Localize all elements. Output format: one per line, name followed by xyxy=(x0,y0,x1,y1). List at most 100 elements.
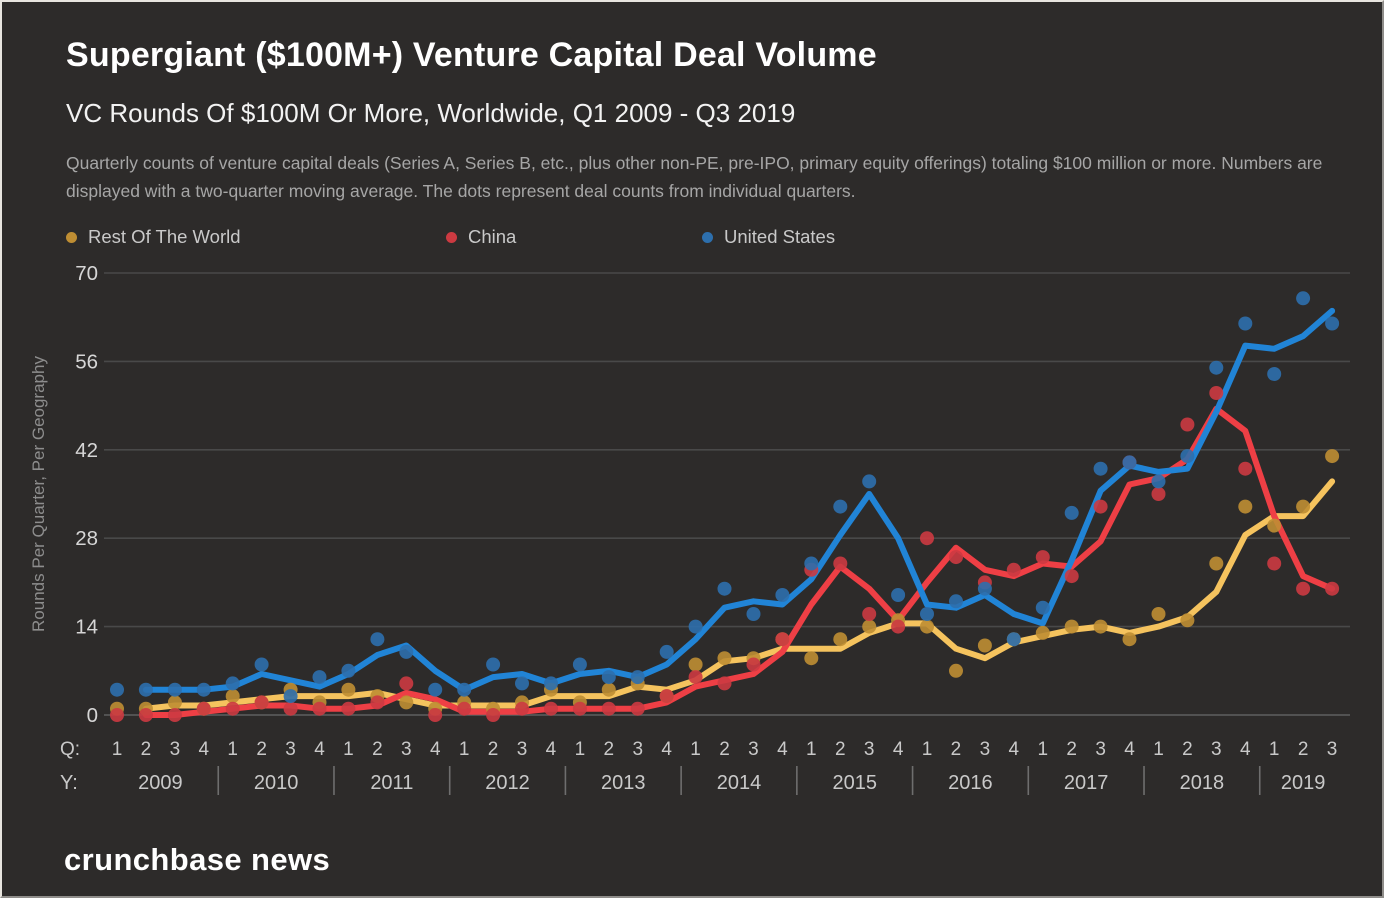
quarter-tick: 4 xyxy=(1240,739,1251,760)
chart-description: Quarterly counts of venture capital deal… xyxy=(66,153,1323,201)
series-dot-united-states xyxy=(1238,316,1253,331)
series-dot-united-states xyxy=(717,581,732,596)
series-dot-china xyxy=(544,701,558,716)
series-dot-rest-of-world xyxy=(167,695,182,710)
quarter-tick: 2 xyxy=(141,739,152,760)
quarter-tick: 1 xyxy=(806,739,817,760)
legend-label-china: China xyxy=(468,226,517,247)
series-dot-united-states xyxy=(1151,474,1166,489)
quarter-tick: 1 xyxy=(922,739,933,760)
series-dot-china xyxy=(601,701,616,716)
series-dot-united-states xyxy=(515,676,529,691)
series-dot-united-states xyxy=(891,588,906,602)
series-dot-china xyxy=(659,689,674,704)
y-tick-label: 14 xyxy=(75,616,98,639)
series-dot-united-states xyxy=(428,682,443,697)
series-dot-china xyxy=(1180,417,1195,432)
series-dot-united-states xyxy=(225,676,240,691)
quarter-tick: 2 xyxy=(1182,739,1193,760)
quarter-tick: 3 xyxy=(170,739,181,760)
series-dot-united-states xyxy=(572,657,587,672)
legend: Rest Of The World China United States xyxy=(2,226,1382,252)
series-dot-china xyxy=(312,701,327,716)
series-dot-china xyxy=(515,701,529,716)
series-dot-china xyxy=(688,670,703,685)
series-dot-china xyxy=(630,701,645,716)
series-dot-china xyxy=(1238,461,1253,476)
series-dot-rest-of-world xyxy=(1093,619,1108,634)
quarter-tick: 1 xyxy=(1037,739,1048,760)
series-dot-rest-of-world xyxy=(977,638,992,653)
series-dot-rest-of-world xyxy=(1296,499,1311,514)
series-dot-china xyxy=(1267,556,1282,571)
series-dot-united-states xyxy=(486,657,501,672)
series-dot-united-states xyxy=(399,644,414,659)
series-dot-united-states xyxy=(1296,291,1311,306)
year-label: 2010 xyxy=(254,772,299,794)
quarter-tick: 1 xyxy=(1269,739,1280,760)
series-dot-united-states xyxy=(977,581,992,596)
series-dot-rest-of-world xyxy=(1064,619,1079,634)
series-dot-china xyxy=(399,676,414,691)
quarter-tick: 1 xyxy=(575,739,586,760)
series-line-rest-of-world xyxy=(142,478,1336,712)
series-dot-china xyxy=(1209,386,1224,400)
series-dot-rest-of-world xyxy=(1209,556,1224,571)
series-dot-united-states xyxy=(1267,367,1282,381)
quarter-tick: 2 xyxy=(372,739,383,760)
series-dot-rest-of-world xyxy=(804,651,819,666)
series-dot-china xyxy=(196,701,211,716)
legend-label-rest-of-world: Rest Of The World xyxy=(88,226,241,247)
quarter-tick: 4 xyxy=(546,739,557,760)
series-dot-rest-of-world xyxy=(1180,613,1195,628)
legend-item-united-states: United States xyxy=(702,226,835,248)
series-line-united-states xyxy=(142,307,1336,693)
series-dot-united-states xyxy=(254,657,269,672)
quarter-tick: 4 xyxy=(661,739,672,760)
series-dot-united-states xyxy=(920,607,934,621)
series-dot-china xyxy=(949,550,963,565)
quarter-tick: 1 xyxy=(227,739,238,760)
quarter-tick: 2 xyxy=(1066,739,1077,760)
series-dot-united-states xyxy=(341,663,356,678)
quarter-tick: 2 xyxy=(604,739,615,760)
series-dot-china xyxy=(428,708,443,722)
quarter-tick: 4 xyxy=(199,739,210,760)
series-dot-china xyxy=(1325,581,1340,596)
series-dot-united-states xyxy=(862,474,877,489)
series-dot-united-states xyxy=(312,670,327,685)
legend-dot-united-states-icon xyxy=(702,231,713,243)
series-dot-united-states xyxy=(196,682,211,697)
series-dot-china xyxy=(370,695,385,710)
quarter-tick: 4 xyxy=(314,739,325,760)
quarter-tick: 1 xyxy=(112,739,123,760)
series-dot-united-states xyxy=(630,670,645,685)
year-label: 2016 xyxy=(948,772,993,794)
quarter-tick: 3 xyxy=(980,739,991,760)
legend-item-rest-of-world: Rest Of The World xyxy=(66,226,241,248)
series-dot-rest-of-world xyxy=(601,682,616,697)
series-dot-china xyxy=(1093,499,1108,514)
legend-item-china: China xyxy=(446,226,516,248)
series-dot-china xyxy=(486,708,501,722)
series-dot-rest-of-world xyxy=(1267,518,1282,533)
quarter-tick: 3 xyxy=(1327,739,1338,760)
legend-dot-rest-of-world-icon xyxy=(66,231,77,243)
series-dot-china xyxy=(572,701,587,716)
series-dot-united-states xyxy=(1325,316,1340,331)
quarter-tick: 4 xyxy=(893,739,904,760)
series-dot-united-states xyxy=(1035,600,1050,615)
series-dot-united-states xyxy=(370,632,385,647)
series-dot-china xyxy=(110,708,124,722)
quarter-tick: 3 xyxy=(864,739,875,760)
series-dot-united-states xyxy=(457,682,472,697)
year-label: 2012 xyxy=(485,772,530,794)
series-dot-rest-of-world xyxy=(1238,499,1253,514)
quarter-tick: 4 xyxy=(1009,739,1020,760)
year-label: 2011 xyxy=(370,772,413,794)
series-dot-rest-of-world xyxy=(1035,625,1050,640)
series-dot-china xyxy=(283,701,298,716)
series-dot-china xyxy=(717,676,732,691)
series-dot-united-states xyxy=(746,607,761,621)
